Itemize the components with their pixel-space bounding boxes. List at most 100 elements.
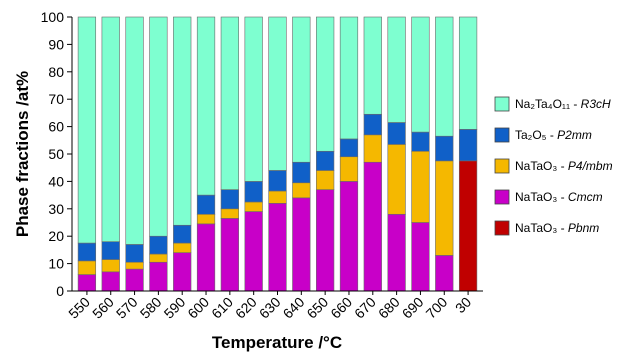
bar-segment-p4mbm-680 [387,144,406,215]
bar-group-640 [292,16,311,292]
bar-group-30 [458,16,478,292]
bar-segment-p4mbm-600 [196,213,216,225]
bar-segment-na2ta4o11-670 [363,16,382,115]
bar-segment-cmcm-570 [125,268,144,292]
bar-segment-p4mbm-690 [411,150,430,223]
y-tick-label: 100 [41,9,65,25]
bar-segment-na2ta4o11-550 [77,16,97,244]
x-tick-label: 630 [256,294,284,322]
x-tick-label: 580 [137,294,165,322]
y-axis-title: Phase fractions /at% [13,71,32,237]
bar-segment-p2mm-680 [387,122,406,145]
bar-segment-p4mbm-640 [292,182,311,199]
legend-label: NaTaO₃ - P4/mbm [515,159,613,173]
bar-segment-na2ta4o11-660 [339,16,359,140]
bar-segment-p4mbm-610 [220,208,239,219]
bar-segment-pbnm-30 [458,160,478,292]
bar-segment-p2mm-690 [411,131,430,152]
bar-group-620 [244,16,263,292]
bar-segment-p2mm-570 [125,244,144,263]
bar-group-660 [339,16,359,292]
bar-segment-p2mm-580 [149,235,168,255]
bar-group-560 [101,16,120,292]
x-tick-label: 610 [208,294,236,322]
bar-segment-p4mbm-620 [244,201,263,212]
legend-label: Ta₂O₅ - P2mm [515,128,592,142]
legend-swatch [494,96,510,112]
x-tick-label: 700 [423,294,451,322]
bar-segment-cmcm-670 [363,161,382,292]
x-tick-label: 660 [327,294,355,322]
legend-label: Na₂Ta₄O₁₁ - R3cH [515,97,611,111]
bar-segment-cmcm-700 [435,255,454,292]
bar-segment-cmcm-550 [77,274,97,292]
bar-group-590 [173,16,192,292]
y-tick-label: 60 [48,119,64,135]
bar-group-690 [411,16,430,292]
legend: Na₂Ta₄O₁₁ - R3cH Ta₂O₅ - P2mm NaTaO₃ - P4/… [494,96,613,236]
bar-segment-cmcm-680 [387,213,406,292]
bar-segment-na2ta4o11-620 [244,16,263,182]
bar-groups [77,16,478,292]
bar-segment-p2mm-660 [339,138,359,158]
bar-group-580 [149,16,168,292]
x-tick-label: 590 [160,294,188,322]
bar-segment-cmcm-610 [220,218,239,292]
bar-segment-p2mm-620 [244,181,263,203]
x-tick-label: 690 [399,294,427,322]
bar-segment-cmcm-620 [244,211,263,292]
legend-swatch [494,220,510,236]
bar-segment-p2mm-640 [292,161,311,184]
y-tick-label: 30 [48,201,64,217]
y-tick-label: 70 [48,91,64,107]
bar-group-610 [220,16,239,292]
legend-item-cmcm: NaTaO₃ - Cmcm [494,189,603,205]
x-tick-label: 680 [375,294,403,322]
bar-group-570 [125,16,144,292]
y-tick-label: 80 [48,64,64,80]
bar-group-670 [363,16,382,292]
bar-segment-na2ta4o11-580 [149,16,168,237]
bar-segment-cmcm-640 [292,197,311,292]
bar-group-650 [316,16,335,292]
y-tick-label: 40 [48,173,64,189]
bar-segment-cmcm-560 [101,271,120,292]
legend-swatch [494,127,510,143]
bar-segment-p4mbm-660 [339,156,359,182]
bar-segment-na2ta4o11-700 [435,16,454,137]
bar-segment-p2mm-630 [268,170,287,192]
y-tick-label: 10 [48,256,64,272]
bar-segment-na2ta4o11-560 [101,16,120,242]
bar-segment-na2ta4o11-570 [125,16,144,245]
bar-segment-p2mm-670 [363,113,382,136]
axes [71,17,483,292]
legend-swatch [494,158,510,174]
bar-segment-p2mm-610 [220,189,239,210]
bar-segment-na2ta4o11-640 [292,16,311,163]
x-axis-ticks: 5505605705805906006106206306406506606706… [65,291,474,322]
legend-item-p2mm: Ta₂O₅ - P2mm [494,127,592,143]
legend-item-na2ta4o11: Na₂Ta₄O₁₁ - R3cH [494,96,611,112]
bar-segment-cmcm-650 [316,189,335,292]
bar-segment-p2mm-30 [458,129,478,162]
bar-segment-p4mbm-590 [173,242,192,253]
bar-group-600 [196,16,216,292]
bar-group-630 [268,16,287,292]
bar-segment-cmcm-630 [268,203,287,292]
bar-segment-na2ta4o11-690 [411,16,430,133]
x-tick-label: 550 [65,294,93,322]
x-tick-label: 670 [351,294,379,322]
bar-segment-na2ta4o11-30 [458,16,478,130]
x-tick-label: 570 [113,294,141,322]
bar-segment-p2mm-700 [435,135,454,162]
bar-segment-na2ta4o11-600 [196,16,216,196]
bar-segment-p2mm-550 [77,242,97,262]
x-tick-label: 640 [280,294,308,322]
bar-segment-na2ta4o11-650 [316,16,335,152]
bar-group-550 [77,16,97,292]
bar-segment-p2mm-600 [196,194,216,215]
bar-segment-p4mbm-550 [77,260,97,275]
y-axis-ticks: 0 10 20 30 40 50 60 70 80 90 100 [41,9,72,299]
bar-segment-p4mbm-650 [316,170,335,190]
